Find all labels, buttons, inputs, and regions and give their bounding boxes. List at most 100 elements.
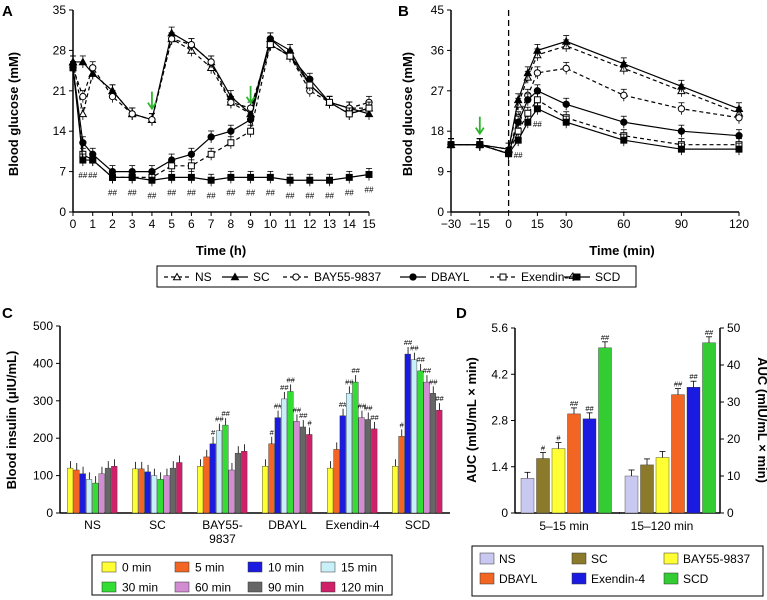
panel-a-ytick-label: 21 [53,84,67,98]
panel-c-bar [346,393,353,514]
panel-c-bar [306,434,313,514]
time-legend-swatch [174,561,190,573]
panel-b-ytick-label: 45 [431,3,445,17]
panel-c-category-label: BAY55- [202,518,242,532]
panel-c-bar [73,469,80,514]
panel-b-xtick-label: 30 [560,217,574,231]
panel-c-ytick-label: 400 [33,356,53,370]
panel-a-significance: ## [167,188,176,197]
panel-c-bar [262,466,269,514]
panel-a-significance: ## [207,191,216,200]
panel-c-bar [268,443,275,514]
panel-b-ytick-label: 18 [431,124,445,138]
panel-b-point [476,141,484,149]
panel-c-bar [417,370,424,514]
time-legend-label: 60 min [195,581,231,595]
time-legend-swatch [247,581,263,593]
panel-d-right-bar [671,394,685,514]
panel-c-bar [79,473,86,514]
panel-d-left-xlabel: 5–15 min [539,519,588,533]
panel-b-point [562,100,570,108]
line-legend-label: SC [253,270,270,284]
panel-c-bar [398,436,405,514]
panel-c-significance: ## [423,366,432,375]
panel-c-bar [234,452,242,514]
panel-c-significance: ## [215,415,224,424]
panel-c-bar [144,471,151,514]
panel-a-ytick-label: 7 [59,165,66,179]
panel-d-right-bar [686,387,701,514]
panel-a-arrow-head [245,96,256,105]
time-legend-swatch [320,581,336,593]
panel-c-bar [157,479,164,514]
panel-c-bar [358,417,365,514]
panel-a-significance: ## [345,188,354,197]
panel-d-left-bar [551,448,566,514]
panel-b-xtick-label: 60 [617,217,631,231]
panel-c-ytick-label: 200 [33,431,53,445]
panel-c-chart: Blood insulin (μIU/mL) 0 100 200 300 400 500 N… [4,319,450,546]
panel-a-point [227,127,235,135]
panel-d-left-significance: ## [585,404,594,413]
panel-b-point [524,96,532,104]
panel-a-point [128,110,136,118]
panel-d-left-significance: ## [570,399,579,408]
time-legend-label: 10 min [268,561,304,575]
panel-a-point [266,41,274,49]
panel-a-point [207,176,215,184]
panel-a-significance: ## [266,188,275,197]
panel-d-left-bar [582,418,597,514]
panel-a-point [227,98,235,106]
panel-a-ylabel: Blood glucose (mM) [6,52,21,176]
panel-c-bar [339,415,346,514]
panel-b-point [533,87,542,95]
panel-c-bar [327,467,334,514]
panel-c-ytick-label: 0 [46,506,53,520]
panel-c-bar [436,409,443,514]
line-legend-marker [409,273,417,281]
time-legend-label: 5 min [195,561,224,575]
panel-a-point [89,64,97,72]
panel-a-point [286,176,294,184]
panel-b-point [533,45,542,54]
panel-c-significance: ## [435,394,444,403]
panel-c-bar [132,468,139,514]
line-legend-label: Exendin-4 [521,270,575,284]
panel-a-significance: ## [128,188,137,197]
panel-d-right-bar [640,464,654,514]
panel-c-category-label: SCD [405,518,431,532]
panel-c-significance: ## [274,402,283,411]
group-legend-swatch [479,552,495,565]
panel-d-right-ytick-label: 40 [727,358,741,372]
group-legend: NS SC BAY55-9837 DBAYL Exendin-4 SCD [471,545,764,597]
panel-c-bar [104,467,111,514]
panel-d-right-bar [702,342,716,514]
panel-a-xtick-label: 9 [247,217,254,231]
time-legend-swatch [247,561,263,573]
panel-c-bar [392,466,399,514]
panel-a-significance: ## [246,188,255,197]
panel-letter-d: D [456,305,467,322]
group-legend-label: BAY55-9837 [683,552,750,566]
panel-c-ytick-label: 300 [33,394,53,408]
panel-c-category-label: DBAYL [268,518,307,532]
panel-c-significance: ## [345,377,354,386]
panel-b-chart: Blood glucose (mM) Time (min) 0 9 18 27 36 45… [400,3,749,258]
panel-a-xtick-label: 0 [70,217,77,231]
panel-b-xtick-label: 120 [729,217,749,231]
panel-d-right-ytick-label: 0 [727,506,734,520]
panel-c-bar [429,393,437,514]
panel-d-left-bar [536,458,550,514]
panel-a-xlabel: Time (h) [196,243,246,258]
panel-c-bar [274,417,281,514]
panel-b-ytick-label: 27 [431,84,445,98]
panel-c-bar [197,466,204,514]
panel-a-point [326,98,334,106]
panel-d-right-ytick-label: 50 [727,321,741,335]
panel-c-significance: ## [280,383,289,392]
panel-d-left-significance: # [541,443,546,452]
line-legend-marker [172,272,182,281]
panel-b-point [562,64,570,73]
panel-d-left-ylabel: AUC (mIU/mL × min) [464,357,479,483]
panel-d-left-ytick-label: 0 [501,506,508,520]
